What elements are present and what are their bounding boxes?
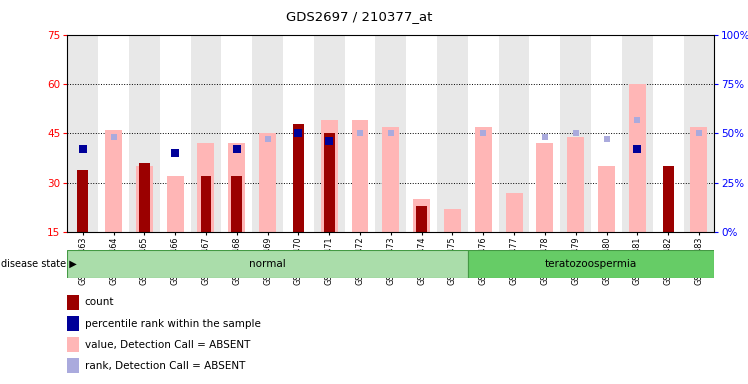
Text: rank, Detection Call = ABSENT: rank, Detection Call = ABSENT: [85, 361, 245, 371]
Bar: [191, 35, 221, 232]
Bar: [139, 163, 150, 232]
Bar: [160, 35, 191, 232]
Bar: [129, 35, 160, 232]
Bar: [105, 130, 122, 232]
Bar: [475, 127, 491, 232]
Point: [693, 131, 705, 137]
Bar: [197, 143, 215, 232]
Bar: [413, 199, 430, 232]
Bar: [167, 176, 183, 232]
Bar: [622, 35, 653, 232]
Bar: [352, 120, 369, 232]
Bar: [591, 35, 622, 232]
Point: [631, 116, 643, 122]
Bar: [468, 35, 499, 232]
Point: [108, 134, 120, 141]
Bar: [228, 143, 245, 232]
Bar: [416, 206, 427, 232]
Point: [601, 136, 613, 142]
Bar: [324, 134, 334, 232]
Text: normal: normal: [249, 259, 286, 269]
Bar: [629, 84, 646, 232]
Bar: [567, 137, 584, 232]
Point: [323, 138, 335, 144]
Bar: [690, 127, 708, 232]
Point: [169, 150, 181, 156]
Point: [384, 131, 396, 137]
Bar: [684, 35, 714, 232]
Text: GDS2697 / 210377_at: GDS2697 / 210377_at: [286, 10, 432, 23]
Bar: [314, 35, 345, 232]
Bar: [437, 35, 468, 232]
Bar: [136, 166, 153, 232]
Bar: [77, 170, 88, 232]
Point: [77, 146, 89, 152]
Bar: [98, 35, 129, 232]
Bar: [67, 250, 468, 278]
Bar: [406, 35, 437, 232]
Bar: [560, 35, 591, 232]
Text: value, Detection Call = ABSENT: value, Detection Call = ABSENT: [85, 339, 250, 350]
Bar: [506, 193, 523, 232]
Bar: [598, 166, 615, 232]
Bar: [499, 35, 530, 232]
Bar: [259, 134, 276, 232]
Bar: [283, 35, 314, 232]
Bar: [345, 35, 375, 232]
Bar: [375, 35, 406, 232]
Point: [631, 146, 643, 152]
Bar: [67, 358, 79, 373]
Text: teratozoospermia: teratozoospermia: [545, 259, 637, 269]
Bar: [200, 176, 212, 232]
Bar: [444, 209, 461, 232]
Bar: [67, 316, 79, 331]
Bar: [221, 35, 252, 232]
Bar: [293, 124, 304, 232]
Bar: [663, 166, 673, 232]
Bar: [231, 176, 242, 232]
Bar: [468, 250, 714, 278]
Text: percentile rank within the sample: percentile rank within the sample: [85, 318, 260, 329]
Point: [539, 134, 551, 141]
Text: count: count: [85, 297, 114, 308]
Point: [477, 131, 489, 137]
Bar: [67, 337, 79, 352]
Bar: [653, 35, 684, 232]
Bar: [382, 127, 399, 232]
Point: [231, 146, 243, 152]
Point: [354, 131, 366, 137]
Bar: [530, 35, 560, 232]
Bar: [536, 143, 554, 232]
Bar: [67, 35, 98, 232]
Bar: [252, 35, 283, 232]
Bar: [321, 120, 337, 232]
Point: [292, 131, 304, 137]
Text: disease state ▶: disease state ▶: [1, 259, 76, 269]
Bar: [67, 295, 79, 310]
Point: [570, 131, 582, 137]
Point: [262, 136, 274, 142]
